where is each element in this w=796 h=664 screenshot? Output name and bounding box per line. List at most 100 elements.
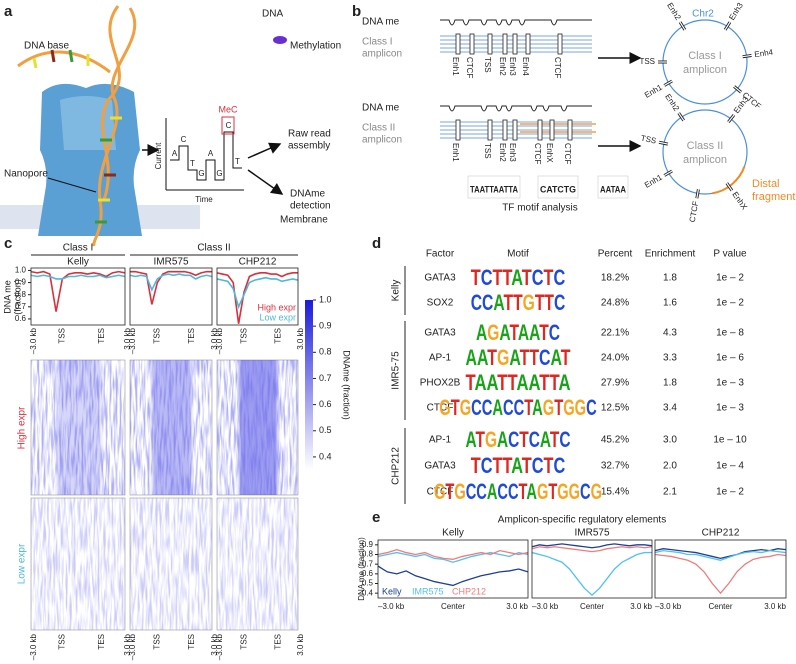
profile-line bbox=[216, 272, 298, 324]
plot-frame bbox=[129, 267, 213, 326]
chr-label: Chr2 bbox=[692, 9, 714, 20]
signal-axis-label: Current bbox=[154, 142, 163, 169]
y-axis-label: DNA me bbox=[2, 280, 12, 314]
mini-logo-frame bbox=[597, 175, 629, 199]
table-header: Motif bbox=[507, 249, 529, 260]
dna-me-trace bbox=[440, 19, 592, 26]
motif-logo: GTGCCACCTAGTGGCG bbox=[434, 479, 602, 504]
heatmap-noise bbox=[217, 498, 298, 630]
element-box bbox=[487, 119, 493, 141]
mec-box bbox=[221, 116, 235, 135]
motif-analysis-label: TF motif analysis bbox=[502, 203, 578, 214]
element-box bbox=[525, 33, 531, 55]
x-tick-label: TES bbox=[97, 328, 106, 344]
table-cell: 32.7% bbox=[601, 461, 629, 472]
y-tick-label: 0.6 bbox=[15, 314, 27, 323]
profile-line bbox=[377, 565, 529, 587]
motif-logo: CCATTGTTC bbox=[471, 290, 566, 315]
table-cell: 1e – 6 bbox=[716, 353, 744, 364]
profile-line bbox=[531, 546, 653, 553]
x-tick-label: –3.0 kb bbox=[532, 602, 559, 611]
track-class: Class II bbox=[362, 123, 395, 134]
track-class: Class I bbox=[362, 37, 393, 48]
table-cell: PHOX2B bbox=[420, 378, 461, 389]
dna-label: DNA bbox=[262, 9, 283, 20]
colorbar-tick-label: 0.4 bbox=[319, 451, 332, 461]
y-axis-label: DNA me (fraction) bbox=[357, 537, 366, 601]
circle-tick-inner bbox=[679, 21, 686, 31]
x-tick-label: –3.0 kb bbox=[29, 327, 38, 354]
panel-label: a bbox=[4, 3, 13, 20]
table-cell: 24.0% bbox=[601, 353, 629, 364]
circle-label: Class I bbox=[688, 50, 722, 62]
nanopore-label: Nanopore bbox=[4, 169, 48, 180]
profile-line bbox=[30, 274, 126, 280]
profile-line bbox=[216, 276, 299, 310]
x-tick-label: 3.0 kb bbox=[210, 633, 219, 655]
table-cell: CTCF bbox=[427, 487, 454, 498]
table-header: Percent bbox=[598, 249, 633, 260]
table-cell: 1e – 2 bbox=[716, 273, 744, 284]
circle-tick-inner bbox=[733, 85, 742, 93]
element-label: CTCF bbox=[533, 143, 542, 164]
element-box bbox=[487, 33, 493, 55]
motif-logo: ATGACTCATC bbox=[466, 427, 571, 452]
table-cell: 1e – 2 bbox=[716, 487, 744, 498]
x-tick-label: TES bbox=[187, 634, 196, 650]
motif-logo: GTGCCACCTAGTGGC bbox=[439, 395, 597, 420]
y-tick-label: 0.4 bbox=[362, 588, 374, 597]
profile-line bbox=[654, 548, 787, 560]
signal-trace bbox=[170, 131, 242, 181]
element-label: Enh2 bbox=[498, 143, 507, 162]
heatmap-noise bbox=[31, 498, 125, 630]
profile-line bbox=[531, 543, 653, 549]
x-tick-label: TSS bbox=[57, 634, 66, 650]
element-label: CTCF bbox=[465, 57, 474, 78]
table-cell: GATA3 bbox=[424, 328, 456, 339]
element-label: Enh3 bbox=[508, 57, 517, 76]
profile-line bbox=[30, 270, 126, 312]
signal-base: A bbox=[172, 149, 178, 158]
circle-element: Enh3 bbox=[727, 1, 745, 22]
track-class: amplicon bbox=[362, 135, 402, 146]
heatmap-row-label: Low expr bbox=[17, 543, 28, 584]
signal-base: C bbox=[181, 135, 187, 144]
circle-element: CTCF bbox=[688, 200, 701, 223]
group-label: IMR5-75 bbox=[391, 351, 402, 390]
x-tick-label: –3.0 kb bbox=[128, 327, 137, 354]
element-label: Enh2 bbox=[498, 57, 507, 76]
cell-line-label: CHP212 bbox=[239, 257, 277, 268]
x-tick-label: 3.0 kb bbox=[764, 602, 786, 611]
circle-element: Enh1 bbox=[643, 172, 664, 189]
x-tick-label: TSS bbox=[57, 328, 66, 344]
group-label: Class I bbox=[63, 243, 94, 254]
x-tick-label: 3.0 kb bbox=[210, 327, 219, 349]
plot-frame bbox=[531, 539, 653, 599]
colorbar-tick-label: 0.5 bbox=[319, 425, 332, 435]
legend-entry: Low expr bbox=[259, 312, 296, 322]
circle-tick-inner bbox=[727, 114, 735, 123]
colorbar-tick-label: 1.0 bbox=[319, 294, 332, 304]
element-label: Enh1 bbox=[451, 143, 460, 162]
heatmap-noise bbox=[130, 498, 212, 630]
detection-label: DNAme bbox=[290, 189, 325, 200]
y-tick-label: 0.6 bbox=[362, 569, 374, 578]
element-box bbox=[567, 119, 573, 141]
signal-base: G bbox=[216, 169, 222, 178]
table-cell: 1e – 4 bbox=[716, 461, 744, 472]
cell-line-label: Kelly bbox=[442, 528, 464, 539]
distal-label: fragment bbox=[752, 191, 795, 203]
element-label: TSS bbox=[483, 57, 492, 73]
panel-label: e bbox=[372, 509, 380, 526]
table-cell: 3.4 bbox=[663, 403, 677, 414]
circle-element: EnhX bbox=[730, 190, 749, 212]
element-label: Enh1 bbox=[451, 57, 460, 76]
x-tick-label: TSS bbox=[153, 634, 162, 650]
profile-line bbox=[654, 549, 787, 561]
element-label: Enh4 bbox=[521, 57, 530, 76]
cell-line-label: IMR575 bbox=[153, 257, 188, 268]
table-cell: 2.1 bbox=[663, 487, 677, 498]
table-cell: 22.1% bbox=[601, 328, 629, 339]
x-tick-label: –3.0 kb bbox=[29, 633, 38, 660]
